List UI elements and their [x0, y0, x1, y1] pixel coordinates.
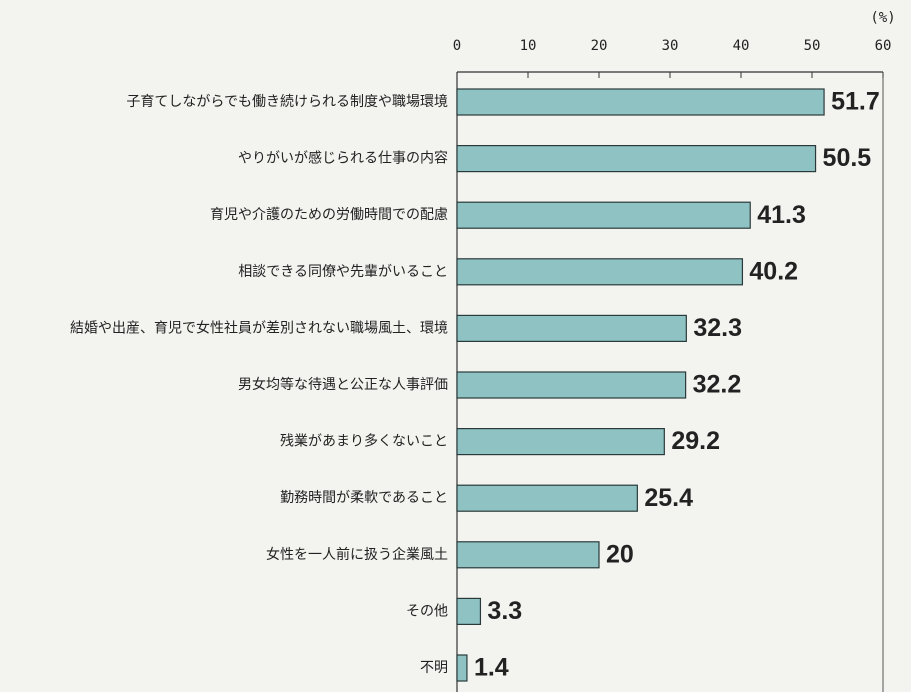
bar — [456, 597, 482, 626]
x-tick-label: 0 — [453, 38, 461, 54]
value-label: 32.2 — [693, 371, 742, 399]
value-label: 25.4 — [644, 484, 693, 512]
bar — [456, 541, 600, 569]
category-label: 子育てしながらでも働き続けられる制度や職場環境 — [126, 93, 448, 110]
bar — [456, 654, 468, 682]
value-label: 29.2 — [671, 427, 720, 455]
value-label: 40.2 — [749, 257, 798, 285]
x-tick-label: 10 — [520, 38, 537, 54]
bar — [456, 428, 665, 456]
value-label: 1.4 — [474, 654, 509, 682]
value-label: 32.3 — [693, 314, 742, 342]
value-label: 50.5 — [823, 144, 872, 172]
bar — [456, 371, 687, 399]
category-label: 勤務時間が柔軟であること — [280, 490, 448, 506]
x-tick-label: 30 — [662, 38, 679, 54]
category-label: その他 — [406, 603, 448, 619]
category-label: 育児や介護のための労働時間での配慮 — [210, 207, 448, 223]
category-label: 女性を一人前に扱う企業風土 — [266, 546, 448, 563]
x-tick-label: 40 — [733, 38, 750, 54]
category-label: 残業があまり多くないこと — [280, 433, 448, 450]
bar — [456, 145, 817, 173]
bar — [456, 201, 751, 229]
category-label: 不明 — [420, 660, 448, 676]
category-label: 結婚や出産、育児で女性社員が差別されない職場風土、環境 — [70, 319, 448, 336]
bar — [456, 88, 825, 116]
bar — [456, 314, 687, 342]
x-tick-label: 20 — [591, 38, 608, 54]
x-tick-label: 50 — [804, 38, 821, 54]
value-label: 41.3 — [757, 201, 806, 229]
value-label: 51.7 — [831, 88, 880, 116]
bar — [456, 484, 638, 512]
category-label: やりがいが感じられる仕事の内容 — [238, 150, 448, 167]
unit-label: (%) — [870, 10, 895, 26]
category-label: 相談できる同僚や先輩がいること — [238, 264, 448, 280]
value-label: 20 — [606, 540, 634, 568]
category-label: 男女均等な待遇と公正な人事評価 — [238, 376, 448, 393]
bar — [456, 258, 744, 286]
value-label: 3.3 — [487, 597, 522, 625]
x-tick-label: 60 — [875, 38, 892, 54]
